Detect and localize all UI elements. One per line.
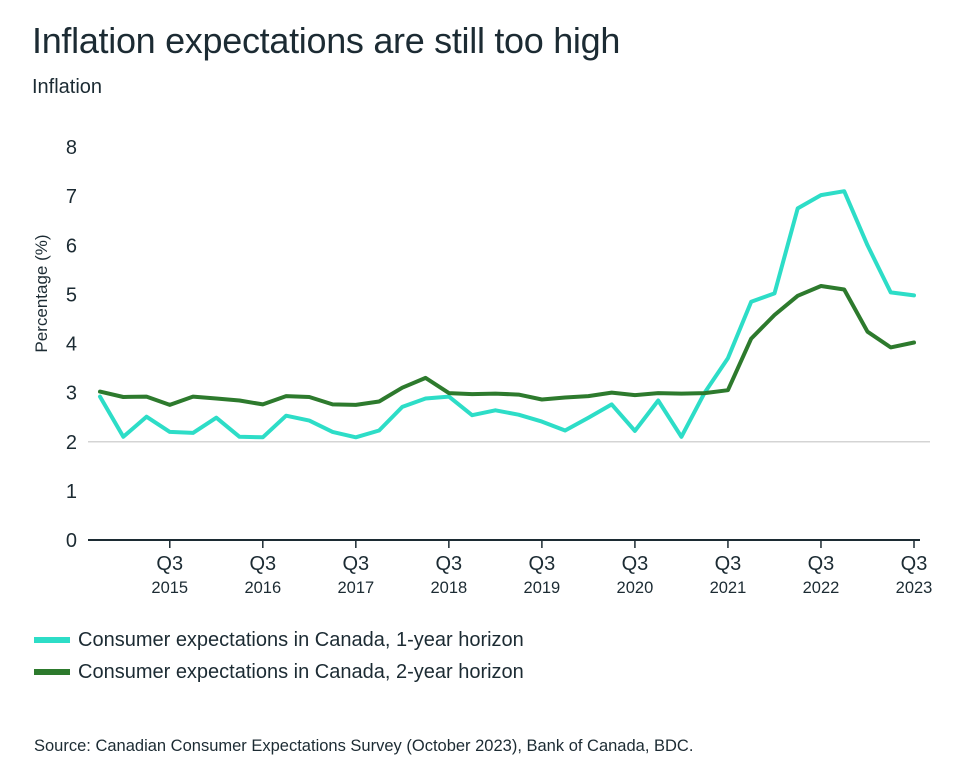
y-tick-label: 8 (66, 137, 77, 159)
x-tick-year: 2016 (244, 579, 281, 597)
x-tick-year: 2017 (337, 579, 374, 597)
y-tick-label: 3 (66, 383, 77, 405)
x-tick-quarter: Q3 (715, 553, 742, 575)
x-tick-year: 2021 (710, 579, 747, 597)
x-tick-year: 2020 (617, 579, 654, 597)
legend-swatch-1-year (34, 637, 70, 643)
chart-subtitle: Inflation (32, 76, 103, 98)
series-lines (98, 189, 916, 440)
y-tick-label: 4 (66, 334, 77, 356)
x-tick-quarter: Q3 (249, 553, 276, 575)
x-tick-quarter: Q3 (342, 553, 369, 575)
chart-title: Inflation expectations are still too hig… (32, 20, 621, 61)
legend-item-2-year: Consumer expectations in Canada, 2-year … (34, 656, 524, 688)
x-tick-quarter: Q3 (901, 553, 928, 575)
y-tick-label: 1 (66, 481, 77, 503)
x-tick-year: 2018 (430, 579, 467, 597)
x-tick-quarter: Q3 (622, 553, 649, 575)
x-tick-year: 2023 (896, 579, 933, 597)
series-line-2 (98, 284, 916, 407)
x-axis: Q3 2015 Q3 2016 Q3 2017 Q3 2018 Q3 2019 Q3 2020 Q3 20… (88, 539, 933, 597)
y-tick-labels: 0 1 2 3 4 5 6 7 8 (66, 137, 77, 552)
y-tick-label: 6 (66, 235, 77, 257)
y-axis-title-group: Percentage (%) (32, 234, 51, 352)
legend-label-1-year: Consumer expectations in Canada, 1-year … (78, 628, 524, 651)
y-tick-label: 5 (66, 284, 77, 306)
x-tick-year: 2019 (524, 579, 561, 597)
legend-label-2-year: Consumer expectations in Canada, 2-year … (78, 660, 524, 683)
legend-swatch-2-year (34, 669, 70, 675)
legend-item-1-year: Consumer expectations in Canada, 1-year … (34, 624, 524, 656)
x-tick-quarter: Q3 (436, 553, 463, 575)
y-tick-label: 0 (66, 530, 77, 552)
x-tick-quarter: Q3 (808, 553, 835, 575)
series-line-1 (98, 189, 916, 440)
y-tick-label: 2 (66, 432, 77, 454)
x-tick-year: 2022 (803, 579, 840, 597)
legend: Consumer expectations in Canada, 1-year … (34, 624, 524, 688)
x-tick-year: 2015 (151, 579, 188, 597)
y-tick-label: 7 (66, 186, 77, 208)
y-axis-title: Percentage (%) (32, 234, 51, 352)
x-tick-quarter: Q3 (156, 553, 183, 575)
x-tick-quarter: Q3 (529, 553, 556, 575)
source-note: Source: Canadian Consumer Expectations S… (34, 736, 694, 755)
line-chart: Percentage (%) 0 1 2 3 4 5 6 7 8 Q3 2015 Q3 2016 Q3 2… (32, 137, 933, 597)
